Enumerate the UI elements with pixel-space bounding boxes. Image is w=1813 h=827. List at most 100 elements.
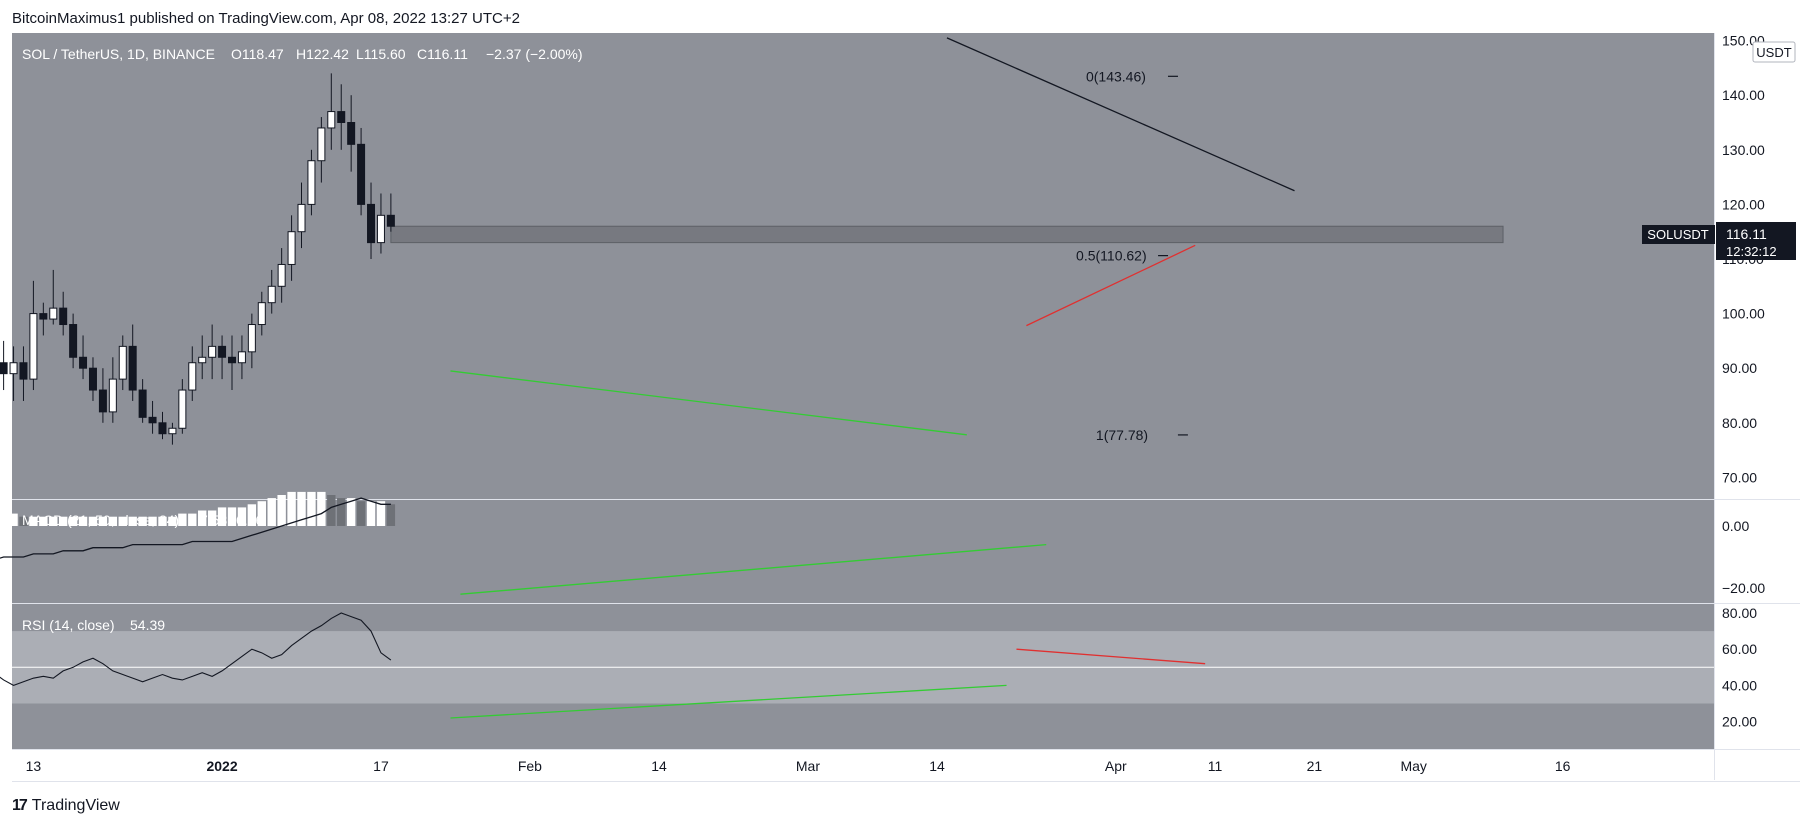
candle-down bbox=[347, 122, 356, 145]
macd-histogram-bar bbox=[58, 516, 68, 526]
candle-up bbox=[237, 351, 246, 364]
time-axis-tick: Apr bbox=[1105, 758, 1127, 774]
currency-badge-label: USDT bbox=[1756, 45, 1791, 60]
rsi-axis-tick: 80.00 bbox=[1722, 605, 1757, 621]
bar-countdown: 12:32:12 bbox=[1726, 244, 1777, 259]
time-axis-tick: 14 bbox=[651, 758, 667, 774]
macd-pane[interactable] bbox=[12, 500, 1714, 603]
macd-histogram-bar bbox=[68, 516, 78, 526]
candle-down bbox=[367, 203, 376, 244]
time-axis-tick: 14 bbox=[929, 758, 945, 774]
rsi-title: RSI (14, close) bbox=[22, 617, 115, 633]
candle-down bbox=[228, 356, 236, 364]
price-label-bg bbox=[1716, 222, 1796, 260]
candle-down bbox=[98, 389, 107, 413]
macd-value-1: 7.58 bbox=[200, 512, 227, 528]
candle-up bbox=[267, 285, 276, 304]
macd-axis-tick: 0.00 bbox=[1722, 518, 1749, 534]
rsi-line bbox=[0, 612, 392, 687]
macd-histogram-bar bbox=[138, 516, 147, 526]
macd-histogram-bar bbox=[356, 501, 366, 526]
macd-histogram-bar bbox=[188, 513, 197, 526]
macd-histogram-bar bbox=[287, 491, 296, 526]
macd-histogram-bar bbox=[207, 510, 217, 526]
macd-histogram-bar bbox=[9, 513, 18, 526]
rsi-axis-tick: 60.00 bbox=[1722, 641, 1757, 657]
chart-title: SOL / TetherUS, 1D, BINANCE bbox=[22, 46, 215, 62]
candle-down bbox=[386, 214, 395, 227]
time-axis-tick: 17 bbox=[373, 758, 389, 774]
time-axis-tick: 21 bbox=[1307, 758, 1323, 774]
price-axis-tick: 100.00 bbox=[1722, 306, 1765, 322]
price-axis-tick: 80.00 bbox=[1722, 415, 1757, 431]
macd-histogram-bar bbox=[317, 491, 326, 526]
macd-histogram-bar bbox=[168, 516, 177, 526]
candle-up bbox=[297, 203, 306, 233]
green-divergence-line bbox=[450, 370, 967, 436]
candle-up bbox=[208, 345, 217, 358]
candle-up bbox=[307, 160, 316, 205]
footer-brand[interactable]: 17 TradingView bbox=[12, 797, 120, 815]
footer-brand-label: TradingView bbox=[31, 797, 120, 814]
macd-axis-tick: −20.00 bbox=[1722, 580, 1765, 596]
ohlc-change: −2.37 (−2.00%) bbox=[486, 46, 583, 62]
macd-histogram-bar bbox=[158, 516, 167, 526]
symbol-label-bg bbox=[1642, 225, 1715, 244]
currency-badge[interactable] bbox=[1752, 41, 1796, 63]
macd-histogram-bar bbox=[366, 501, 376, 526]
macd-histogram-bar bbox=[346, 498, 356, 526]
candle-down bbox=[69, 324, 78, 358]
candle-up bbox=[118, 345, 127, 380]
price-axis-tick: 130.00 bbox=[1722, 142, 1765, 158]
publisher-header: BitcoinMaximus1 published on TradingView… bbox=[12, 10, 520, 27]
macd-histogram-bar bbox=[376, 501, 386, 526]
current-price: 116.11 bbox=[1726, 226, 1767, 242]
price-pane[interactable] bbox=[12, 33, 1714, 499]
time-axis-tick: Mar bbox=[796, 758, 820, 774]
time-axis-tick: May bbox=[1400, 758, 1426, 774]
candle-up bbox=[178, 389, 187, 429]
candle-down bbox=[88, 367, 97, 391]
candle-down bbox=[128, 345, 137, 391]
price-axis-tick: 90.00 bbox=[1722, 360, 1757, 376]
candle-up bbox=[188, 362, 197, 391]
candle-up bbox=[287, 231, 296, 265]
macd-histogram-bar bbox=[29, 516, 38, 526]
candle-down bbox=[158, 422, 167, 435]
time-axis-tick: 2022 bbox=[206, 758, 237, 774]
macd-green-divergence-line bbox=[460, 543, 1047, 595]
candle-down bbox=[0, 362, 8, 375]
symbol-label: SOLUSDT bbox=[1647, 227, 1708, 242]
macd-value-2: 6.06 bbox=[236, 512, 263, 528]
fib-level-label: 0(143.46) bbox=[1086, 68, 1146, 84]
rsi-axis-tick: 40.00 bbox=[1722, 677, 1757, 693]
time-axis-tick: Feb bbox=[518, 758, 542, 774]
macd-histogram-bar bbox=[227, 507, 237, 526]
macd-histogram-bar bbox=[247, 504, 257, 526]
rsi-axis-tick: 20.00 bbox=[1722, 714, 1757, 730]
candle-down bbox=[148, 416, 157, 424]
macd-histogram-bar bbox=[277, 495, 286, 526]
macd-histogram-bar bbox=[39, 516, 48, 526]
price-axis-tick: 120.00 bbox=[1722, 196, 1765, 212]
macd-histogram-bar bbox=[386, 504, 396, 526]
rsi-red-divergence-line bbox=[1016, 648, 1206, 665]
macd-histogram-bar bbox=[337, 498, 346, 526]
support-zone bbox=[390, 225, 1504, 244]
macd-signal-line bbox=[0, 497, 391, 559]
time-axis-tick: 11 bbox=[1208, 758, 1223, 774]
chart-root: 150.00140.00130.00120.00110.00100.0090.0… bbox=[0, 33, 1800, 782]
macd-histogram-bar bbox=[217, 507, 227, 526]
price-axis-tick: 70.00 bbox=[1722, 469, 1757, 485]
price-axis-tick: 140.00 bbox=[1722, 87, 1765, 103]
macd-histogram-bar bbox=[257, 501, 266, 526]
rsi-value: 54.39 bbox=[130, 617, 165, 633]
macd-histogram-bar bbox=[237, 507, 247, 526]
tradingview-logo-icon: 17 bbox=[12, 797, 28, 814]
macd-histogram-bar bbox=[19, 516, 28, 526]
macd-histogram-bar bbox=[0, 513, 8, 526]
descending-resistance-line bbox=[946, 37, 1295, 192]
macd-histogram-bar bbox=[267, 498, 276, 526]
fib-level-label: 0.5(110.62) bbox=[1076, 248, 1147, 264]
candle-up bbox=[257, 302, 266, 326]
